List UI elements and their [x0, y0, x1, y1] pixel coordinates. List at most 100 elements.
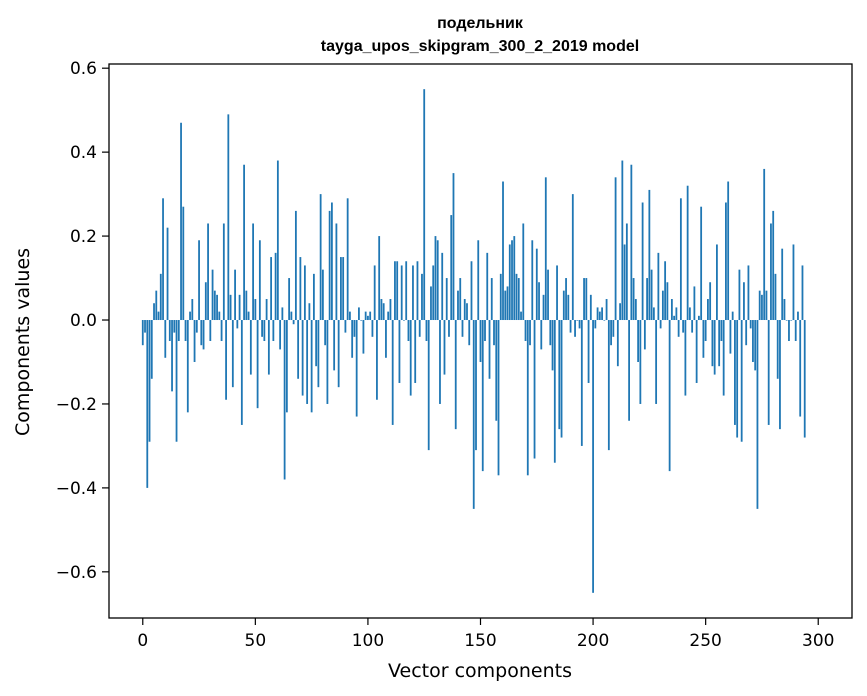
bar-component-105: [378, 236, 381, 321]
bar-component-292: [799, 320, 802, 417]
bar-component-107: [382, 303, 385, 321]
bar-component-82: [326, 320, 329, 404]
bar-component-2: [146, 320, 149, 488]
bar-component-217: [630, 164, 633, 321]
bar-component-186: [560, 320, 563, 438]
bar-component-263: [734, 320, 736, 425]
bar-component-232: [664, 261, 667, 321]
bar-component-50: [254, 299, 257, 321]
bar-component-260: [727, 181, 730, 321]
bar-component-184: [556, 265, 558, 321]
bar-component-162: [506, 286, 509, 321]
bar-component-81: [324, 320, 327, 346]
bar-component-30: [209, 320, 212, 341]
bar-component-8: [159, 273, 162, 321]
bar-component-62: [281, 307, 284, 321]
bar-component-36: [222, 223, 225, 321]
bar-component-191: [571, 194, 574, 321]
bar-component-134: [443, 320, 446, 375]
bar-component-206: [605, 299, 608, 321]
bar-component-145: [468, 320, 471, 346]
bar-component-22: [191, 299, 194, 321]
bar-component-257: [720, 320, 723, 341]
bar-component-10: [164, 320, 167, 358]
bar-component-261: [729, 320, 732, 354]
bar-component-48: [249, 320, 252, 375]
bar-component-27: [202, 320, 205, 350]
bar-component-223: [643, 320, 646, 350]
bar-component-141: [459, 278, 462, 321]
bar-component-249: [702, 320, 705, 358]
bar-component-190: [569, 320, 572, 333]
bar-component-251: [707, 299, 709, 321]
bar-component-158: [497, 320, 500, 476]
bar-component-126: [425, 320, 428, 341]
bar-component-63: [283, 320, 286, 480]
bar-component-194: [578, 320, 581, 329]
bar-component-175: [535, 248, 538, 321]
x-tick-label: 0: [137, 631, 148, 651]
bar-component-212: [619, 303, 621, 321]
bar-component-247: [698, 315, 700, 321]
bar-component-198: [587, 320, 590, 383]
bar-component-199: [589, 294, 592, 321]
bar-component-176: [538, 282, 540, 321]
bar-component-42: [236, 320, 239, 329]
bar-component-98: [362, 320, 365, 354]
bar-component-197: [585, 278, 588, 321]
bar-component-245: [693, 286, 696, 321]
bar-component-188: [565, 278, 567, 321]
bar-component-157: [495, 320, 498, 421]
x-tick-label: 250: [689, 631, 721, 651]
bar-component-246: [695, 320, 698, 383]
x-tick-label: 50: [245, 631, 267, 651]
bar-component-277: [765, 290, 768, 321]
bar-component-0: [141, 320, 144, 346]
bar-component-70: [299, 257, 302, 321]
bar-component-55: [265, 299, 268, 321]
bar-component-9: [162, 198, 164, 321]
bar-component-13: [171, 320, 173, 392]
y-tick-label: −0.4: [56, 479, 97, 499]
bar-component-269: [747, 265, 750, 321]
bar-component-285: [783, 299, 786, 321]
bar-component-71: [301, 320, 304, 396]
bar-component-7: [157, 311, 160, 321]
bar-component-214: [623, 244, 626, 321]
bar-component-35: [220, 320, 223, 341]
bar-component-224: [646, 278, 649, 321]
bar-component-74: [308, 303, 311, 321]
bar-component-159: [499, 273, 502, 321]
bar-component-241: [684, 320, 687, 396]
bar-component-37: [225, 320, 227, 400]
bar-component-164: [511, 240, 513, 321]
bar-component-179: [544, 177, 547, 321]
bar-component-281: [774, 273, 777, 321]
bar-component-33: [216, 294, 218, 321]
bar-component-146: [470, 261, 473, 321]
bar-component-155: [490, 278, 493, 321]
bar-component-195: [580, 320, 583, 446]
bar-component-34: [218, 311, 221, 321]
y-axis: −0.6 −0.4 −0.2 0.0 0.2 0.4 0.6: [56, 59, 109, 583]
bar-component-279: [770, 223, 772, 321]
bar-component-210: [614, 177, 617, 321]
bar-component-93: [351, 320, 354, 358]
bar-component-236: [673, 315, 676, 321]
bar-component-185: [558, 320, 561, 430]
bar-component-40: [231, 320, 234, 388]
bar-component-235: [670, 299, 673, 321]
bar-component-282: [776, 320, 779, 379]
bar-component-222: [641, 202, 644, 321]
bar-component-130: [434, 236, 437, 321]
bar-component-167: [517, 278, 520, 321]
bar-component-156: [493, 320, 495, 346]
bar-component-220: [637, 320, 640, 362]
bar-component-56: [267, 320, 270, 375]
bar-component-47: [247, 311, 250, 321]
bar-component-120: [412, 265, 414, 321]
bar-component-203: [598, 311, 601, 321]
bar-component-89: [342, 257, 345, 321]
bar-component-240: [682, 320, 685, 333]
bar-component-85: [333, 320, 336, 371]
